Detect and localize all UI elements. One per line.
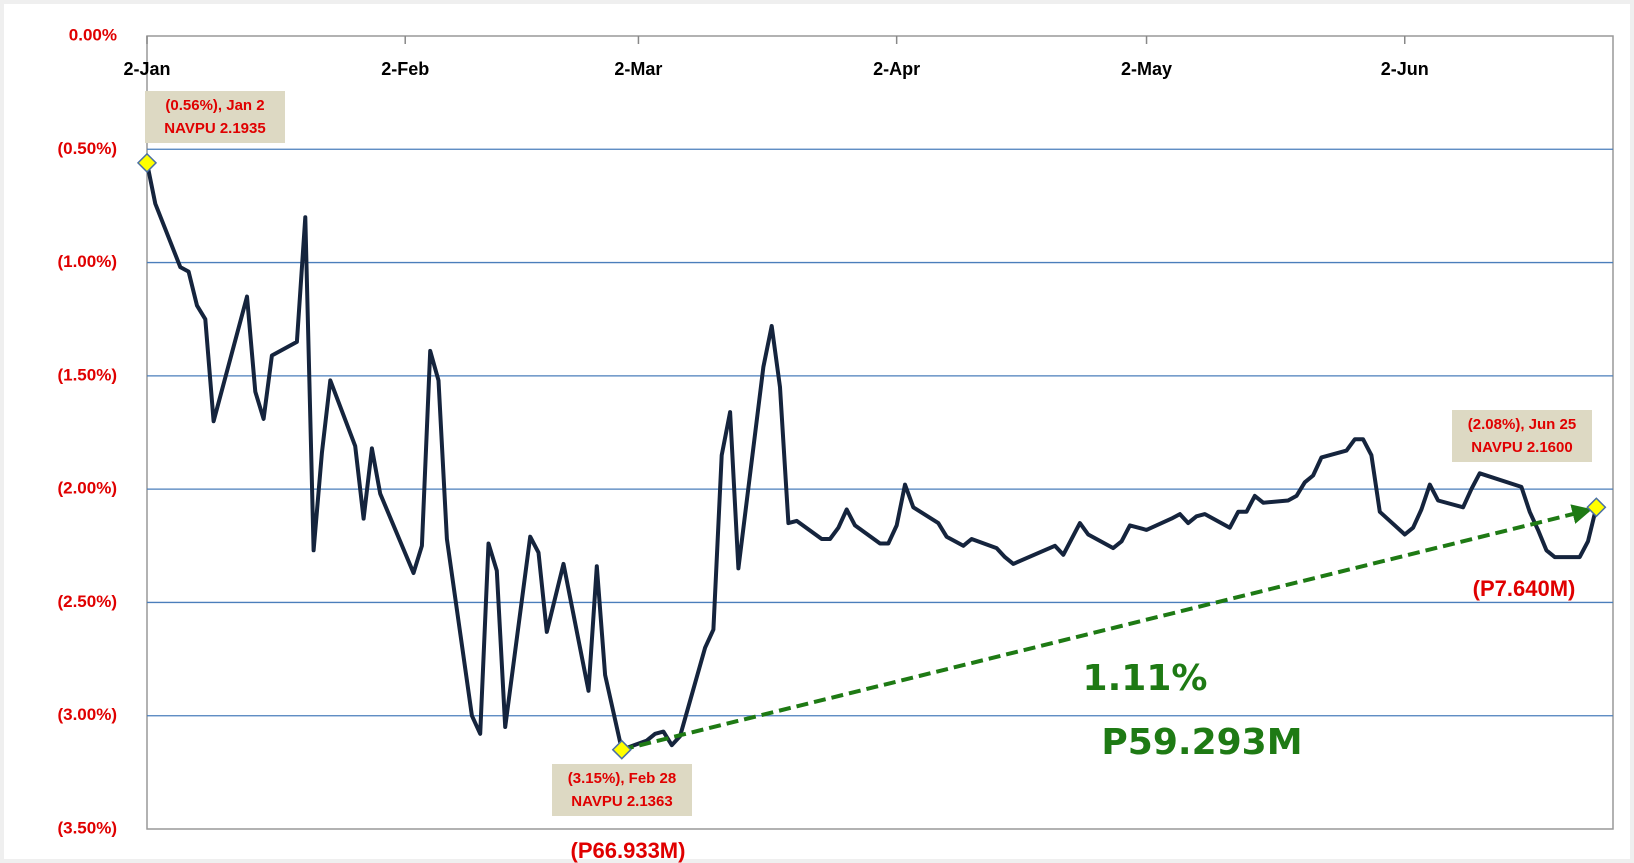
point-marker <box>1586 497 1607 518</box>
point-marker <box>611 739 632 760</box>
callout-line: NAVPU 2.1363 <box>571 793 672 810</box>
x-tick-label: 2-Feb <box>381 59 429 79</box>
callout-amount: (P66.933M) <box>571 838 686 863</box>
plot-area <box>146 35 1614 830</box>
callout-line: NAVPU 2.1600 <box>1471 439 1572 456</box>
y-tick-label: (0.50%) <box>57 139 117 158</box>
change-arrow <box>621 504 1593 752</box>
x-tick-label: 2-Jan <box>123 59 170 79</box>
y-tick-label: (1.50%) <box>57 365 117 384</box>
y-tick-label: 0.00% <box>69 25 117 44</box>
callout-box <box>1452 410 1592 462</box>
point-marker <box>136 152 158 173</box>
callout-box <box>145 91 285 143</box>
x-tick-label: 2-Jun <box>1381 59 1429 79</box>
callout-box <box>552 764 692 816</box>
callout-line: NAVPU 2.1935 <box>164 120 265 137</box>
y-tick-label: (1.00%) <box>57 252 117 271</box>
callout-line: (0.56%), Jan 2 <box>165 97 264 114</box>
line <box>145 162 1599 752</box>
callout-amount: (P7.640M) <box>1473 576 1576 601</box>
y-tick-label: (2.00%) <box>57 479 117 498</box>
x-tick-label: 2-Apr <box>873 59 920 79</box>
callout-line: (2.08%), Jun 25 <box>1468 416 1576 433</box>
change-amount: P59.293M <box>1101 722 1302 763</box>
x-tick-label: 2-Mar <box>614 59 662 79</box>
y-tick-label: (3.00%) <box>57 705 117 724</box>
x-tick-label: 2-May <box>1121 59 1172 79</box>
change-percent: 1.11% <box>1083 658 1208 699</box>
callout-line: (3.15%), Feb 28 <box>568 770 676 787</box>
y-tick-label: (3.50%) <box>57 818 117 837</box>
y-tick-label: (2.50%) <box>57 592 117 611</box>
